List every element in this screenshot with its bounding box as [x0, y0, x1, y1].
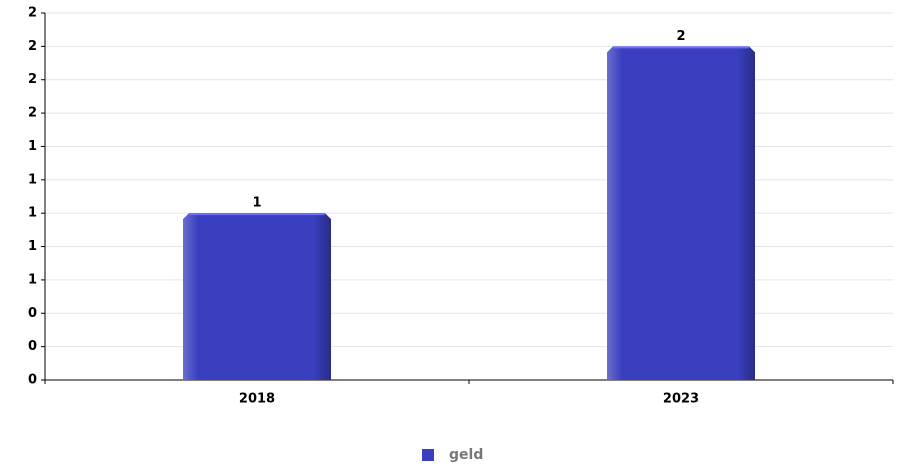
y-tick-label: 1 — [28, 172, 37, 187]
y-tick-label: 1 — [28, 239, 37, 254]
data-label: 1 — [252, 196, 261, 211]
y-tick-label: 1 — [28, 139, 37, 154]
data-label: 2 — [676, 29, 685, 44]
y-tick-label: 0 — [28, 339, 37, 354]
x-tick-label: 2018 — [239, 392, 275, 407]
bar — [183, 213, 331, 380]
y-tick-label: 0 — [28, 373, 37, 388]
y-tick-label: 1 — [28, 272, 37, 287]
y-tick-label: 2 — [28, 39, 37, 54]
legend-swatch — [422, 449, 434, 461]
y-tick-label: 1 — [28, 206, 37, 221]
y-tick-label: 2 — [28, 6, 37, 21]
bar — [607, 46, 755, 380]
legend-label: geld — [449, 447, 483, 463]
y-tick-label: 2 — [28, 106, 37, 121]
y-tick-label: 2 — [28, 72, 37, 87]
y-tick-label: 0 — [28, 306, 37, 321]
x-tick-label: 2023 — [663, 392, 699, 407]
